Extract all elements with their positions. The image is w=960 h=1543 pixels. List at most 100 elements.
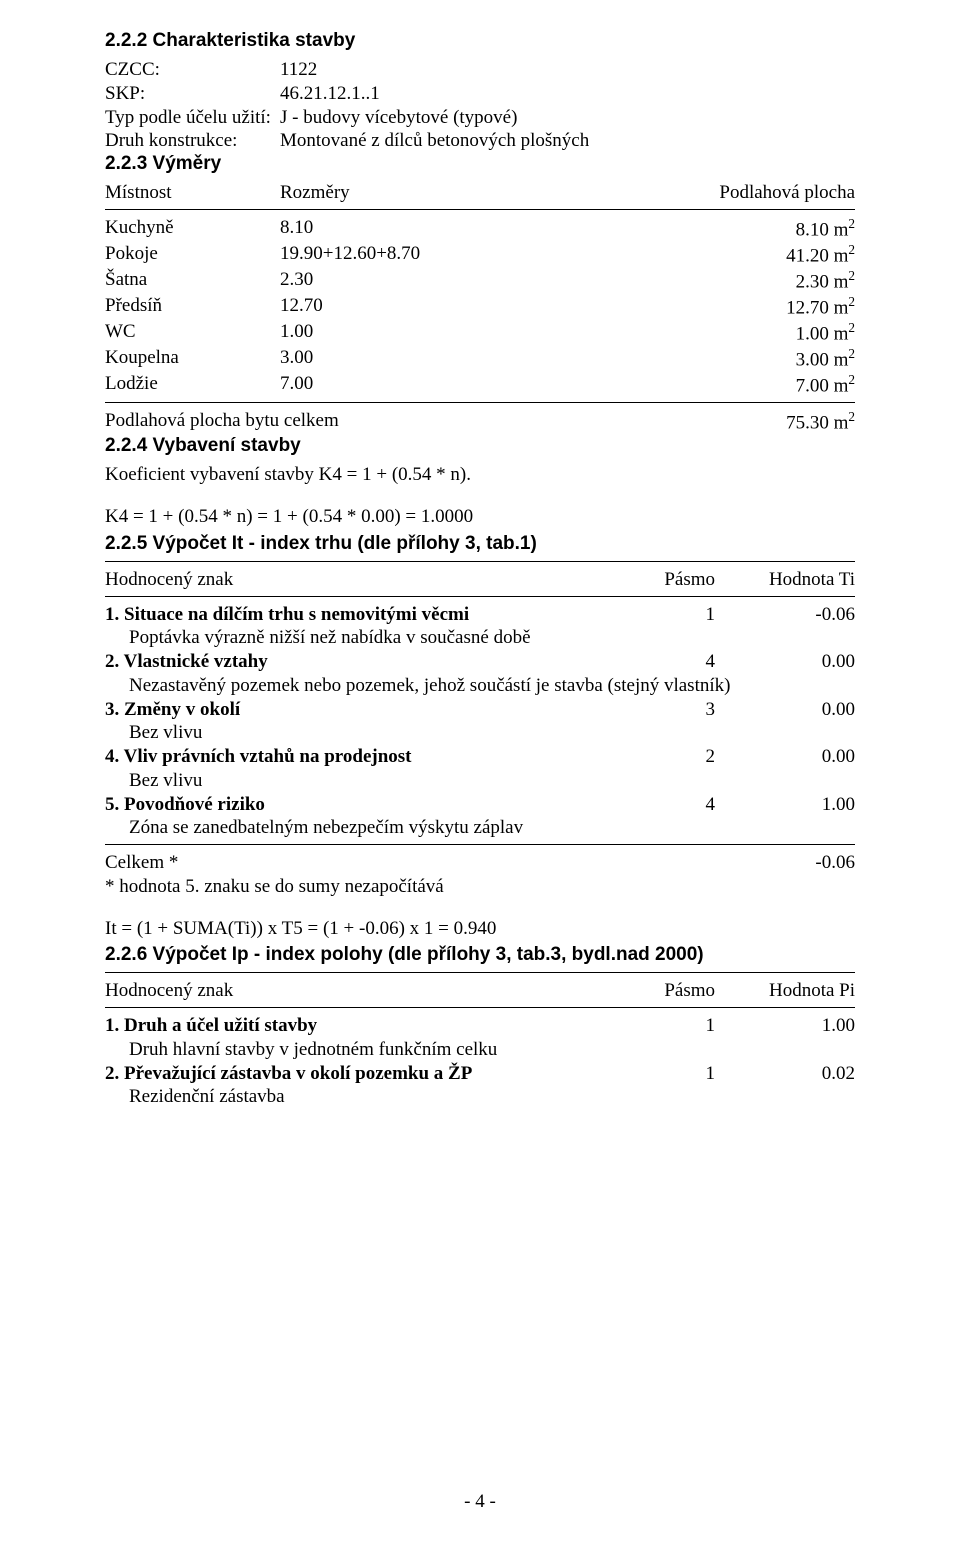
divider <box>105 596 855 597</box>
kv-value: 1122 <box>280 58 317 82</box>
vymery-total-row: Podlahová plocha bytu celkem 75.30 m2 <box>105 409 855 435</box>
it-hodnota: 0.00 <box>715 650 855 674</box>
it-pasmo: 1 <box>605 603 715 627</box>
it-title: 4. Vliv právních vztahů na prodejnost <box>105 745 605 769</box>
it-pasmo: 4 <box>605 650 715 674</box>
plocha: 1.00 m2 <box>540 320 855 346</box>
ip-hodnota: 1.00 <box>715 1014 855 1038</box>
rozmery: 19.90+12.60+8.70 <box>280 242 540 268</box>
mistnost: Šatna <box>105 268 280 294</box>
it-footnote: * hodnota 5. znaku se do sumy nezapočítá… <box>105 875 855 899</box>
it-title: 3. Změny v okolí <box>105 698 605 722</box>
rozmery: 1.00 <box>280 320 540 346</box>
ip-pasmo: 1 <box>605 1062 715 1086</box>
kv-row: SKP:46.21.12.1..1 <box>105 82 855 106</box>
ip-item: 2. Převažující zástavba v okolí pozemku … <box>105 1062 855 1110</box>
rozmery: 3.00 <box>280 346 540 372</box>
it-desc: Bez vlivu <box>105 721 855 745</box>
it-item: 4. Vliv právních vztahů na prodejnost20.… <box>105 745 855 793</box>
col-hodnota-ti: Hodnota Ti <box>715 568 855 592</box>
ip-item: 1. Druh a účel užití stavby11.00Druh hla… <box>105 1014 855 1062</box>
kv-value: Montované z dílců betonových plošných <box>280 129 589 153</box>
it-item: 3. Změny v okolí30.00Bez vlivu <box>105 698 855 746</box>
ip-desc: Druh hlavní stavby v jednotném funkčním … <box>105 1038 855 1062</box>
rozmery: 2.30 <box>280 268 540 294</box>
plocha: 2.30 m2 <box>540 268 855 294</box>
rozmery: 12.70 <box>280 294 540 320</box>
divider <box>105 972 855 973</box>
it-item: 2. Vlastnické vztahy40.00Nezastavěný poz… <box>105 650 855 698</box>
it-pasmo: 4 <box>605 793 715 817</box>
it-title: 1. Situace na dílčím trhu s nemovitými v… <box>105 603 605 627</box>
total-number: 75.30 <box>786 413 829 434</box>
vymery-row: WC1.001.00 m2 <box>105 320 855 346</box>
it-celkem-row: Celkem * -0.06 <box>105 851 855 875</box>
kv-row: Druh konstrukce:Montované z dílců betono… <box>105 129 855 153</box>
it-hodnota: 0.00 <box>715 698 855 722</box>
rozmery: 7.00 <box>280 372 540 398</box>
col-znak: Hodnocený znak <box>105 568 605 592</box>
col-plocha: Podlahová plocha <box>540 181 855 205</box>
ip-desc: Rezidenční zástavba <box>105 1085 855 1109</box>
kv-key: Typ podle účelu užití: <box>105 106 280 130</box>
plocha: 12.70 m2 <box>540 294 855 320</box>
it-formula: It = (1 + SUMA(Ti)) x T5 = (1 + -0.06) x… <box>105 917 855 941</box>
kv-row: Typ podle účelu užití:J - budovy vícebyt… <box>105 106 855 130</box>
vymery-total-value: 75.30 m2 <box>715 409 855 435</box>
k4-line-2: K4 = 1 + (0.54 * n) = 1 + (0.54 * 0.00) … <box>105 505 855 529</box>
plocha: 8.10 m2 <box>540 216 855 242</box>
it-title: 2. Vlastnické vztahy <box>105 650 605 674</box>
heading-2-2-4: 2.2.4 Vybavení stavby <box>105 435 855 457</box>
ip-hodnota: 0.02 <box>715 1062 855 1086</box>
it-desc: Bez vlivu <box>105 769 855 793</box>
divider <box>105 402 855 403</box>
it-title: 5. Povodňové riziko <box>105 793 605 817</box>
heading-2-2-3: 2.2.3 Výměry <box>105 153 855 175</box>
ip-title: 2. Převažující zástavba v okolí pozemku … <box>105 1062 605 1086</box>
col-mistnost: Místnost <box>105 181 280 205</box>
mistnost: Lodžie <box>105 372 280 398</box>
it-hodnota: -0.06 <box>715 603 855 627</box>
vymery-row: Koupelna3.003.00 m2 <box>105 346 855 372</box>
plocha: 7.00 m2 <box>540 372 855 398</box>
vymery-row: Lodžie7.007.00 m2 <box>105 372 855 398</box>
unit-sq: 2 <box>848 409 855 424</box>
mistnost: Kuchyně <box>105 216 280 242</box>
page: 2.2.2 Charakteristika stavby CZCC:1122SK… <box>0 0 960 1543</box>
kv-value: J - budovy vícebytové (typové) <box>280 106 517 130</box>
vymery-row: Předsíň12.7012.70 m2 <box>105 294 855 320</box>
it-pasmo: 2 <box>605 745 715 769</box>
ip-title: 1. Druh a účel užití stavby <box>105 1014 605 1038</box>
col-rozmery: Rozměry <box>280 181 540 205</box>
mistnost: WC <box>105 320 280 346</box>
vymery-header: Místnost Rozměry Podlahová plocha <box>105 181 855 205</box>
kv-value: 46.21.12.1..1 <box>280 82 380 106</box>
vymery-total-label: Podlahová plocha bytu celkem <box>105 409 715 435</box>
it-hodnota: 0.00 <box>715 745 855 769</box>
unit-m: m <box>834 413 849 434</box>
kv-key: Druh konstrukce: <box>105 129 280 153</box>
col-znak: Hodnocený znak <box>105 979 605 1003</box>
kv-row: CZCC:1122 <box>105 58 855 82</box>
mistnost: Koupelna <box>105 346 280 372</box>
divider <box>105 1007 855 1008</box>
it-item: 5. Povodňové riziko41.00Zóna se zanedbat… <box>105 793 855 841</box>
mistnost: Pokoje <box>105 242 280 268</box>
rozmery: 8.10 <box>280 216 540 242</box>
it-desc: Zóna se zanedbatelným nebezpečím výskytu… <box>105 816 855 840</box>
ip-header: Hodnocený znak Pásmo Hodnota Pi <box>105 979 855 1003</box>
divider <box>105 844 855 845</box>
heading-2-2-5: 2.2.5 Výpočet It - index trhu (dle přílo… <box>105 533 855 555</box>
divider <box>105 209 855 210</box>
it-header: Hodnocený znak Pásmo Hodnota Ti <box>105 568 855 592</box>
plocha: 3.00 m2 <box>540 346 855 372</box>
it-pasmo: 3 <box>605 698 715 722</box>
plocha: 41.20 m2 <box>540 242 855 268</box>
kv-key: CZCC: <box>105 58 280 82</box>
k4-line-1: Koeficient vybavení stavby K4 = 1 + (0.5… <box>105 463 855 487</box>
it-celkem-label: Celkem * <box>105 851 715 875</box>
col-hodnota-pi: Hodnota Pi <box>715 979 855 1003</box>
it-hodnota: 1.00 <box>715 793 855 817</box>
mistnost: Předsíň <box>105 294 280 320</box>
kv-key: SKP: <box>105 82 280 106</box>
